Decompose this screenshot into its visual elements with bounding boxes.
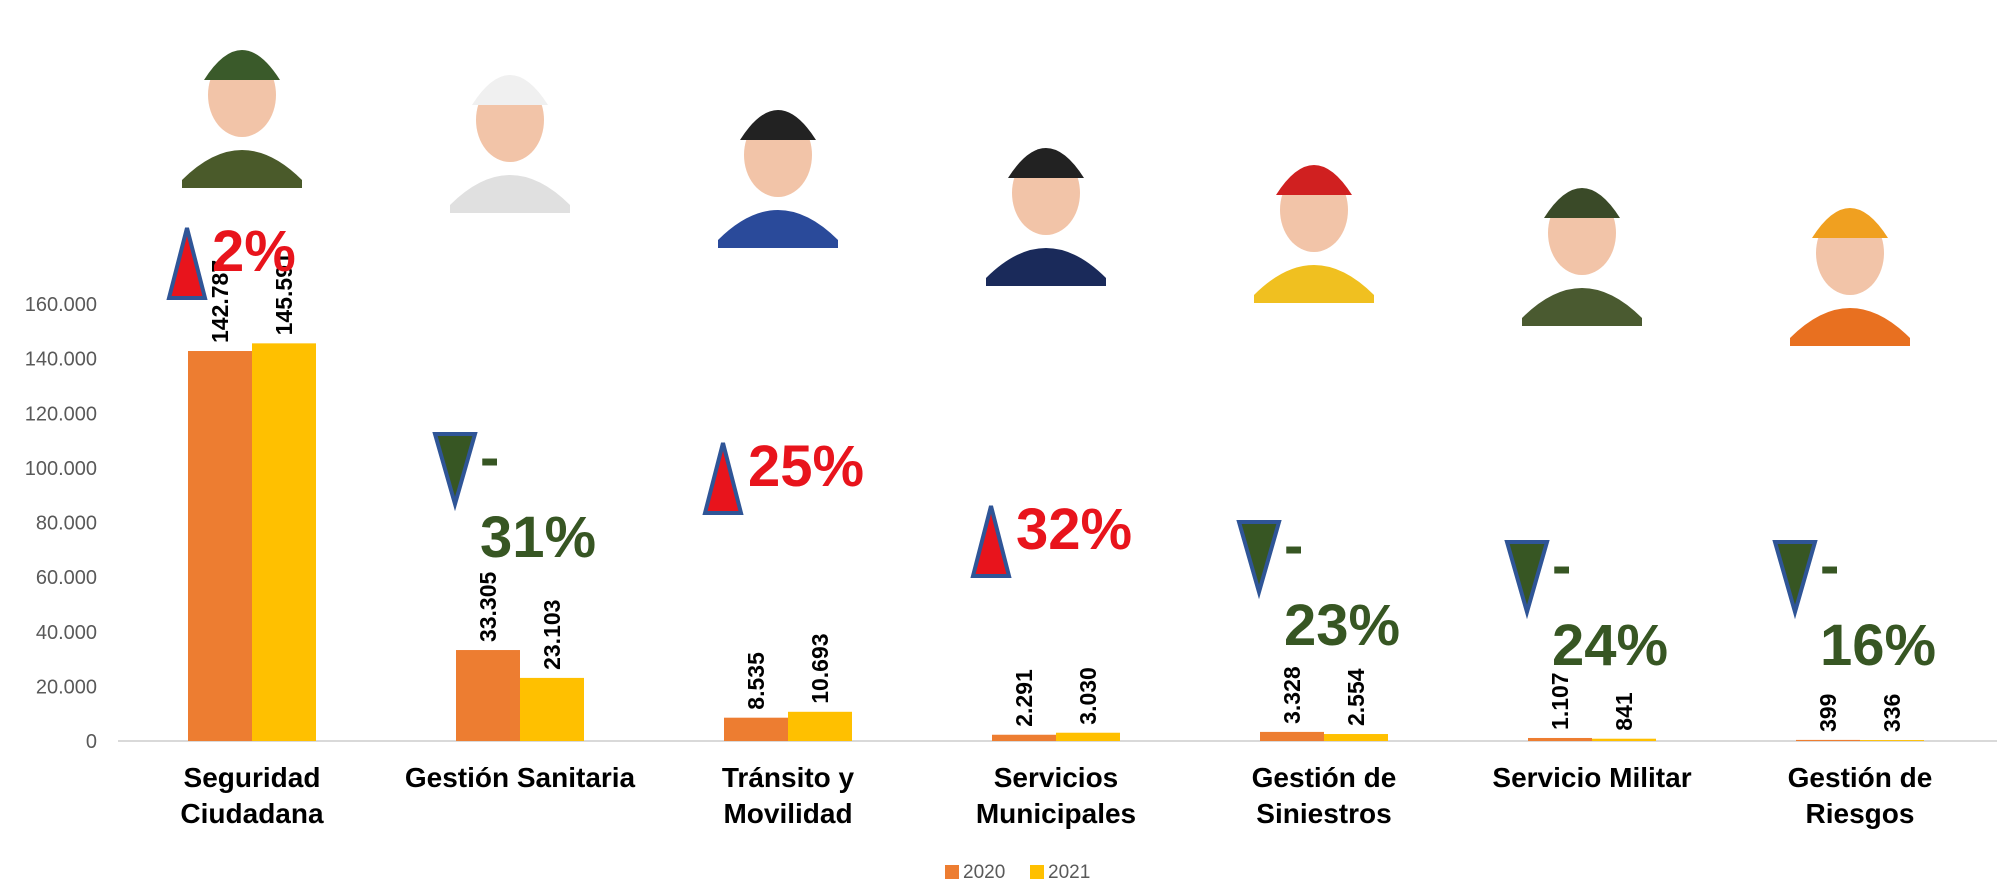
change-arrow — [166, 227, 208, 300]
y-tick-label: 40.000 — [36, 622, 97, 644]
legend-swatch — [1030, 865, 1044, 879]
x-tick-label: Gestión de Riesgos — [1787, 762, 1933, 829]
icon-body — [986, 248, 1106, 286]
change-arrow — [1504, 540, 1550, 620]
change-label: - 16% — [1820, 533, 1937, 678]
bar — [520, 677, 584, 741]
icon-body — [1254, 265, 1374, 303]
data-label: 3.328 — [1279, 666, 1305, 724]
legend-label: 2021 — [1048, 862, 1090, 883]
data-label: 336 — [1879, 694, 1905, 732]
icon-hat — [204, 50, 280, 80]
bar — [1260, 731, 1324, 741]
bar — [992, 734, 1056, 741]
x-tick-label: Seguridad Ciudadana — [180, 762, 324, 829]
data-label: 10.693 — [807, 633, 833, 703]
change-label: - 23% — [1284, 513, 1401, 658]
data-label: 23.103 — [539, 600, 565, 670]
y-tick-label: 140.000 — [25, 349, 97, 371]
icon — [986, 148, 1106, 286]
data-label: 142.787 — [207, 260, 233, 343]
legend-label: 2020 — [963, 862, 1005, 883]
y-tick-label: 100.000 — [25, 458, 97, 480]
data-label: 1.107 — [1547, 672, 1573, 730]
icon-body — [1790, 308, 1910, 346]
y-tick-label: 0 — [86, 731, 97, 753]
data-label: 3.030 — [1075, 667, 1101, 725]
x-tick-label: Gestión de Siniestros — [1251, 762, 1397, 829]
change-arrow — [702, 442, 744, 515]
data-label: 841 — [1611, 692, 1637, 731]
icon — [450, 75, 570, 213]
x-tick-label: Tránsito y Movilidad — [721, 762, 855, 829]
y-tick-label: 80.000 — [36, 513, 97, 535]
data-label: 33.305 — [475, 571, 501, 642]
bar — [456, 650, 520, 741]
change-arrow — [1772, 540, 1818, 620]
icon-body — [1522, 288, 1642, 326]
y-tick-label: 120.000 — [25, 403, 97, 425]
y-tick-label: 160.000 — [25, 294, 97, 316]
change-label: 2% — [212, 219, 296, 284]
icon — [718, 110, 838, 248]
y-tick-label: 20.000 — [36, 676, 97, 698]
bar — [788, 711, 852, 741]
bar — [188, 351, 252, 741]
change-arrow — [432, 432, 478, 512]
icon-body — [718, 210, 838, 248]
icon — [1790, 208, 1910, 346]
icon-hat — [1544, 188, 1620, 218]
change-arrow — [1236, 520, 1282, 600]
data-label: 2.291 — [1011, 669, 1037, 727]
icon-hat — [472, 75, 548, 105]
y-tick-label: 60.000 — [36, 567, 97, 589]
bar — [1324, 734, 1388, 741]
bar — [1528, 737, 1592, 741]
data-label: 399 — [1815, 694, 1841, 732]
legend-swatch — [945, 865, 959, 879]
icon-hat — [1008, 148, 1084, 178]
x-tick-label: Gestión Sanitaria — [404, 762, 636, 793]
icon-body — [182, 150, 302, 188]
change-arrow — [970, 505, 1012, 578]
data-label: 2.554 — [1343, 668, 1369, 726]
icon — [182, 50, 302, 188]
icon — [1254, 165, 1374, 303]
data-label: 8.535 — [743, 652, 769, 710]
x-tick-label: Servicios Municipales — [975, 762, 1137, 829]
icon-body — [450, 175, 570, 213]
icon — [1522, 188, 1642, 326]
bar — [1592, 738, 1656, 741]
bar — [1056, 732, 1120, 741]
bar — [724, 717, 788, 741]
change-label: 32% — [1016, 497, 1133, 562]
x-tick-label: Servicio Militar — [1492, 762, 1692, 793]
bar — [1796, 739, 1860, 741]
icon-hat — [740, 110, 816, 140]
bar — [1860, 740, 1924, 741]
data-label: 145.591 — [271, 252, 297, 335]
change-label: - 31% — [480, 425, 597, 570]
change-label: - 24% — [1552, 533, 1669, 678]
bar — [252, 343, 316, 741]
icon-hat — [1276, 165, 1352, 195]
icon-hat — [1812, 208, 1888, 238]
change-label: 25% — [748, 434, 865, 499]
